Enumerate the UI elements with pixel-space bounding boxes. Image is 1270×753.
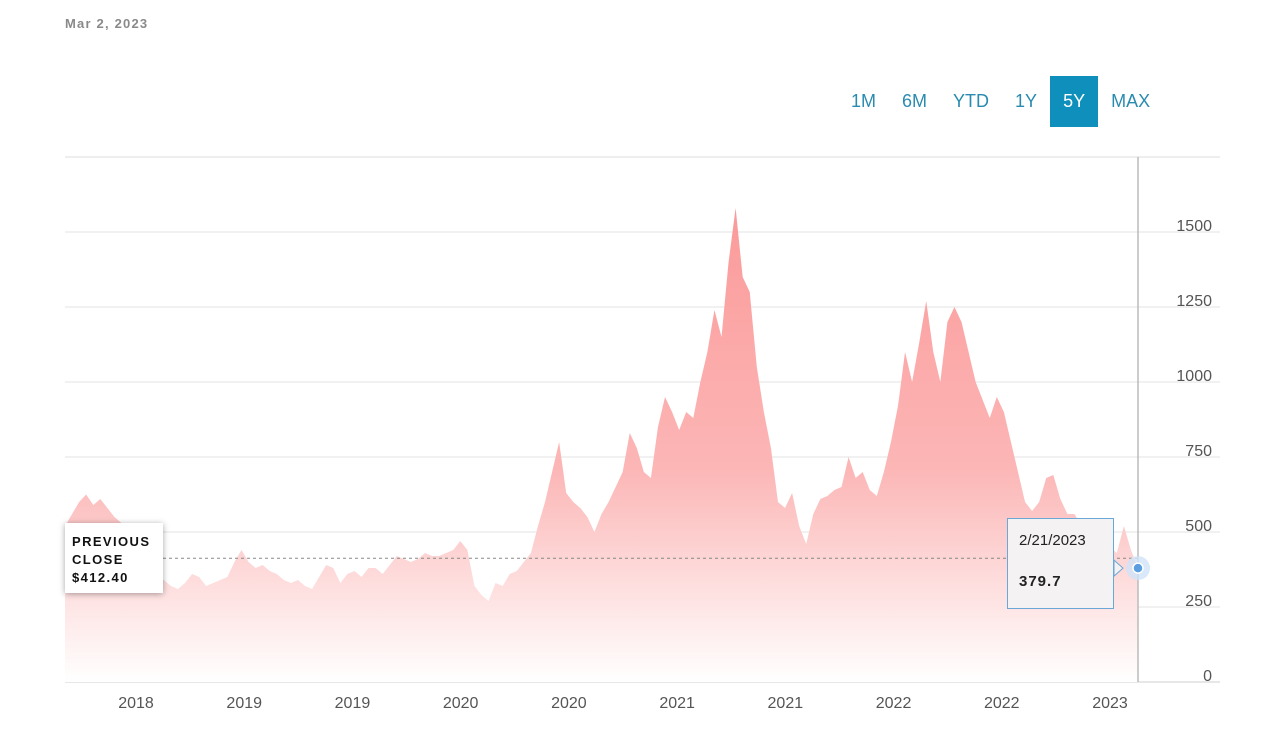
price-area-series	[65, 208, 1138, 682]
tab-6m[interactable]: 6M	[902, 91, 928, 111]
hover-tooltip: 2/21/2023 379.7	[1007, 518, 1114, 609]
chart-date: Mar 2, 2023	[65, 16, 149, 31]
y-tick-label: 250	[1185, 593, 1212, 610]
tab-1y[interactable]: 1Y	[1015, 91, 1038, 111]
x-tick-label: 2023	[1092, 695, 1128, 712]
x-tick-label: 2019	[335, 695, 371, 712]
chart-overlays	[163, 157, 1150, 682]
y-tick-label: 1000	[1176, 368, 1212, 385]
x-tick-label: 2018	[118, 695, 154, 712]
previous-close-line2: CLOSE	[72, 552, 124, 567]
highlight-point[interactable]	[1132, 562, 1144, 574]
x-tick-label: 2020	[551, 695, 587, 712]
tooltip-value: 379.7	[1019, 573, 1062, 590]
previous-close-value: $412.40	[72, 570, 129, 585]
range-tabs: 1M 6M YTD 1Y 5Y MAX	[838, 76, 1163, 127]
price-area	[65, 208, 1138, 682]
x-tick-label: 2022	[984, 695, 1020, 712]
previous-close-label: PREVIOUS CLOSE $412.40	[65, 523, 163, 593]
x-tick-label: 2019	[226, 695, 262, 712]
y-tick-label: 0	[1203, 668, 1212, 685]
x-axis-ticks: 2018 2019 2019 2020 2020 2021 2021 2022 2022 2023	[118, 695, 1128, 712]
y-tick-label: 1250	[1176, 293, 1212, 310]
y-tick-label: 500	[1185, 518, 1212, 535]
y-tick-label: 750	[1185, 443, 1212, 460]
y-axis-ticks: 0 250 500 750 1000 1250 1500	[1176, 218, 1212, 685]
x-tick-label: 2022	[876, 695, 912, 712]
tooltip-date: 2/21/2023	[1019, 532, 1086, 549]
tab-5y[interactable]: 5Y	[1050, 76, 1099, 127]
tooltip-pointer	[1113, 558, 1124, 578]
y-tick-label: 1500	[1176, 218, 1212, 235]
tab-max[interactable]: MAX	[1111, 91, 1151, 111]
tab-1m[interactable]: 1M	[851, 91, 877, 111]
tab-ytd[interactable]: YTD	[953, 91, 990, 111]
x-tick-label: 2021	[768, 695, 804, 712]
previous-close-line1: PREVIOUS	[72, 534, 151, 549]
x-tick-label: 2021	[659, 695, 695, 712]
x-tick-label: 2020	[443, 695, 479, 712]
